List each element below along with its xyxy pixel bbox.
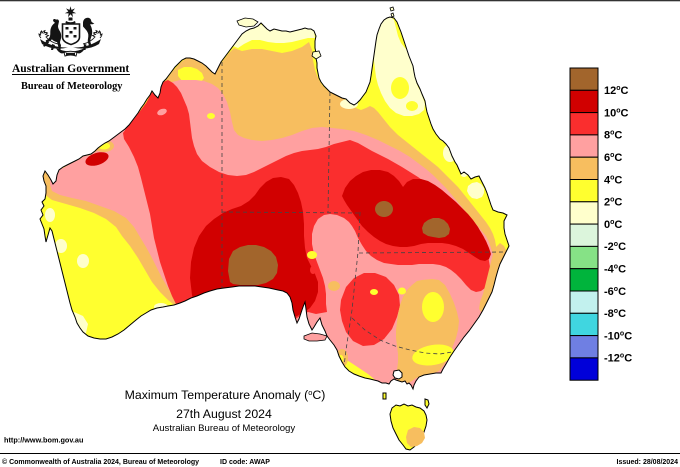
svg-text:8oC: 8oC bbox=[604, 130, 622, 142]
svg-text:6oC: 6oC bbox=[604, 152, 622, 164]
svg-text:Australian Bureau of Meteorolo: Australian Bureau of Meteorology bbox=[153, 423, 296, 434]
svg-text:-12oC: -12oC bbox=[604, 353, 632, 365]
svg-text:27th August 2024: 27th August 2024 bbox=[176, 407, 272, 421]
svg-text:© Commonwealth of Australia 20: © Commonwealth of Australia 2024, Bureau… bbox=[2, 458, 199, 466]
svg-text:-4oC: -4oC bbox=[604, 264, 626, 276]
svg-text:0oC: 0oC bbox=[604, 219, 622, 231]
svg-text:4oC: 4oC bbox=[604, 174, 622, 186]
svg-text:Australian Government: Australian Government bbox=[12, 63, 129, 75]
svg-text:Maximum Temperature Anomaly (o: Maximum Temperature Anomaly (oC) bbox=[125, 388, 326, 402]
svg-text:Issued: 28/08/2024: Issued: 28/08/2024 bbox=[617, 459, 679, 466]
svg-text:2oC: 2oC bbox=[604, 197, 622, 209]
svg-text:10oC: 10oC bbox=[604, 107, 629, 119]
svg-text:-2oC: -2oC bbox=[604, 241, 626, 253]
svg-text:Bureau of Meteorology: Bureau of Meteorology bbox=[21, 81, 123, 92]
svg-text:http://www.bom.gov.au: http://www.bom.gov.au bbox=[4, 436, 83, 445]
svg-text:ID code: AWAP: ID code: AWAP bbox=[220, 459, 270, 466]
svg-text:-10oC: -10oC bbox=[604, 330, 632, 342]
svg-text:-8oC: -8oC bbox=[604, 308, 626, 320]
svg-text:12oC: 12oC bbox=[604, 85, 629, 97]
svg-text:-6oC: -6oC bbox=[604, 286, 626, 298]
